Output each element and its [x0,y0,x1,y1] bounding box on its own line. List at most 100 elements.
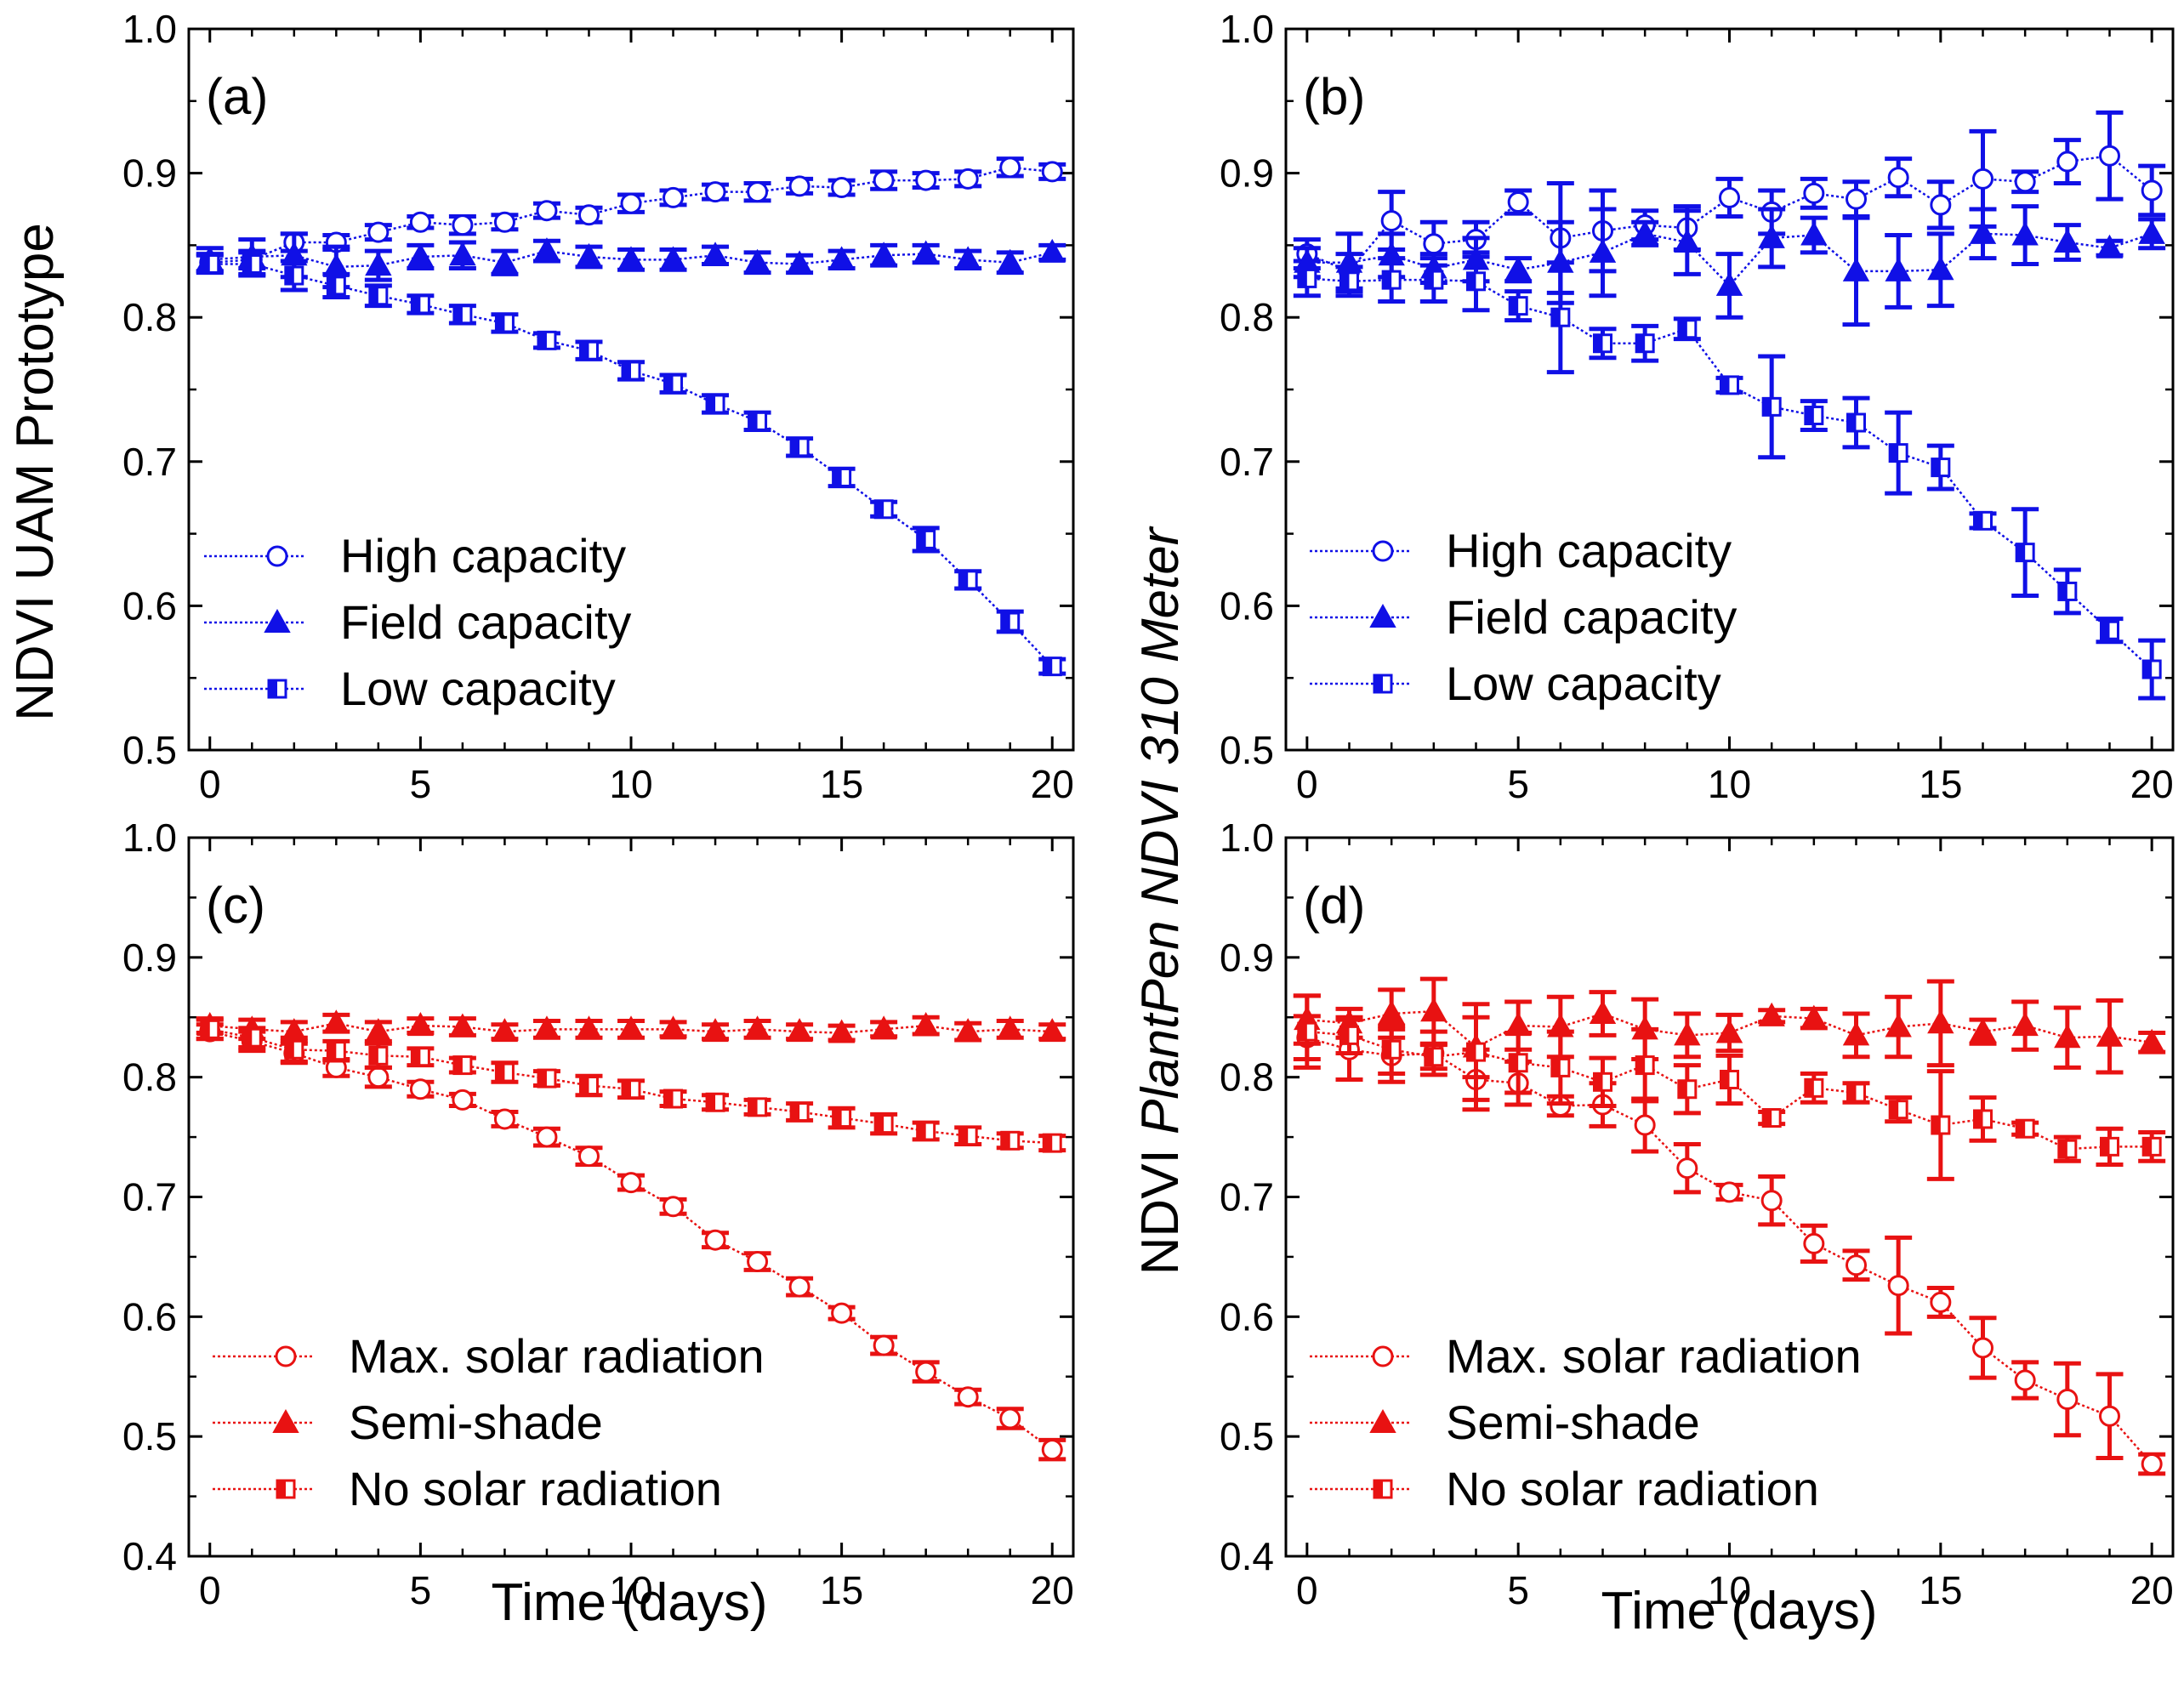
data-point [1674,228,1701,253]
data-point [242,1027,262,1048]
series-line [1306,154,2153,273]
marker-square-fill [1510,297,1519,315]
data-point [743,248,771,273]
data-point [1381,1039,1402,1060]
data-point [200,253,220,274]
marker-square-fill [1340,272,1350,290]
data-point [954,246,981,270]
x-tick-label: 20 [1031,1568,1074,1612]
data-point [409,1078,431,1100]
data-point [536,1126,558,1148]
data-point [621,1079,641,1100]
marker-triangle [1589,238,1617,263]
y-axis-title-right-italic: PlantPen NDVI 310 Meter [1131,526,1190,1134]
x-tick-label: 5 [410,762,432,806]
marker-circle [1972,168,1993,190]
marker-triangle [1715,271,1743,296]
data-point [786,1018,813,1043]
marker-circle [2056,1389,2079,1411]
data-point [2057,581,2078,601]
marker-triangle [1038,238,1066,263]
y-tick-label: 0.4 [122,1534,177,1578]
marker-triangle [449,1013,476,1037]
data-point [1888,443,1908,463]
marker-circle [999,1407,1021,1430]
legend-entry: High capacity [1310,524,1732,577]
series-semi-shade [196,1009,1066,1043]
data-point [1000,1130,1021,1151]
marker-triangle [1631,219,1658,244]
y-tick-label: 0.5 [1220,1414,1274,1458]
data-point [1715,1019,1743,1043]
series-line [1306,1036,2153,1465]
marker-square-fill [1594,1073,1603,1091]
series-no-solar-radiation [1293,993,2166,1181]
data-point [2054,228,2081,253]
marker-square-fill [623,361,631,379]
data-point [452,304,473,325]
marker-square-fill [664,375,674,393]
marker-triangle [954,246,981,270]
data-point [705,1092,725,1112]
y-tick-label: 0.6 [1220,1294,1274,1339]
data-point [789,437,810,458]
marker-square-fill [1001,613,1010,631]
marker-triangle [912,240,940,264]
data-point [494,313,515,333]
data-point [999,1407,1021,1430]
panel-c: 0.4 0.5 0.6 0.7 0.8 0.9 1.0 0 5 10 15 20 (c) Max. sol… [122,816,1075,1612]
legend-entry: Low capacity [1310,657,1721,710]
legend-marker [267,679,287,699]
data-point [367,221,390,243]
marker-triangle [617,1015,645,1040]
data-point [705,394,725,414]
x-tick-label: 15 [1919,762,1962,806]
legend-label: Low capacity [1446,657,1721,710]
marker-square-fill [1551,1059,1561,1077]
marker-square-fill [664,1090,674,1108]
series-low-capacity [196,250,1066,677]
marker-triangle [2096,1022,2124,1047]
data-point [789,1102,810,1123]
marker-circle [367,221,390,243]
x-tick-label: 0 [1296,762,1318,806]
data-point [536,200,558,222]
marker-circle [1930,194,1952,216]
marker-circle [620,192,642,214]
marker-triangle [997,1015,1024,1040]
data-point [326,1041,346,1061]
legend-marker [1369,603,1396,628]
y-tick-label: 1.0 [1220,816,1274,860]
data-point [915,169,937,191]
data-point [832,467,852,487]
data-point [322,1009,350,1034]
data-point [2015,1118,2035,1139]
series-line [209,1028,1053,1145]
data-point [491,1018,519,1043]
panel-a: 0.5 0.6 0.7 0.8 0.9 1.0 0 5 10 15 20 (a) High capaci… [122,7,1075,806]
marker-triangle [2054,1024,2081,1049]
y-tick-label: 0.8 [122,1055,177,1100]
y-tick-label: 0.6 [1220,583,1274,628]
data-point [577,204,600,226]
marker-triangle [449,242,476,266]
marker-triangle [272,1408,299,1433]
marker-triangle [575,242,603,267]
data-point [1504,256,1532,281]
marker-circle [1846,1254,1867,1276]
data-point [1973,510,1993,531]
data-point [1888,1100,1908,1120]
data-point [1846,412,1866,433]
marker-square-fill [1805,1079,1814,1097]
legend-marker [1369,1408,1396,1433]
data-point [621,361,641,381]
marker-square-fill [1678,320,1687,338]
marker-triangle [1758,224,1785,248]
data-point [410,294,430,315]
marker-square-fill [1044,1134,1053,1152]
marker-triangle [954,1018,981,1043]
x-tick-label: 10 [609,1568,652,1612]
data-point [1758,224,1785,248]
data-point [663,1196,685,1218]
data-point [999,156,1021,179]
